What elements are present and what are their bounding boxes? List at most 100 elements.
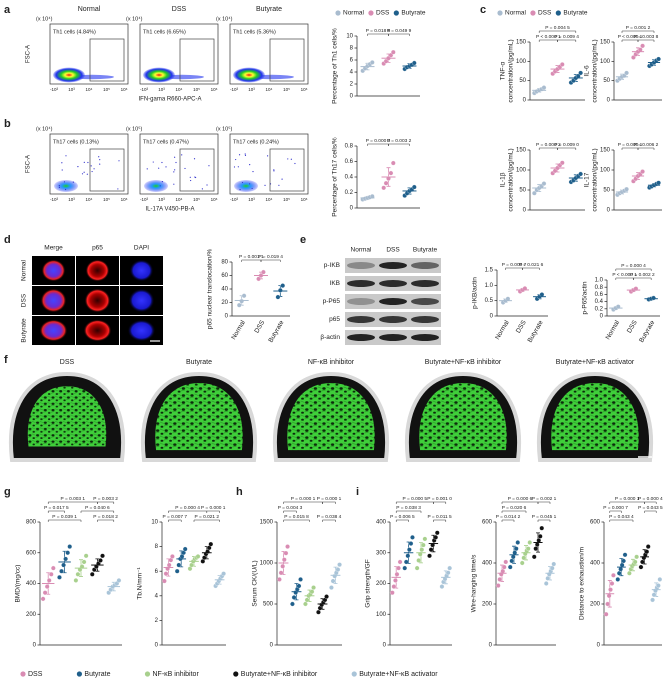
- trabecular-bone: [551, 383, 639, 451]
- significance-bracket: [615, 268, 652, 271]
- y-tick-label: 0.6: [345, 159, 354, 165]
- flow-x-tick-label: 10⁴: [86, 197, 93, 202]
- legend-marker: [144, 671, 151, 677]
- data-point: [533, 546, 539, 552]
- y-tick-label: 0: [489, 643, 493, 649]
- trabecular-bone: [287, 383, 375, 451]
- data-point: [632, 559, 638, 565]
- data-point: [497, 577, 503, 582]
- p-value: P = 0.045 1: [532, 514, 557, 520]
- flow-x-tick-label: 10⁶: [211, 197, 218, 202]
- flow-x-tick-label: 10⁵: [193, 197, 200, 202]
- y-tick-label: 400: [482, 561, 493, 567]
- y-tick-label: 8: [350, 46, 354, 52]
- p-value: P = 0.017 5: [44, 505, 69, 511]
- panel-label: a: [4, 4, 11, 16]
- y-axis-label: TNF-α: [500, 61, 507, 80]
- data-point: [519, 560, 525, 566]
- y-tick-label: 0: [600, 314, 604, 320]
- data-point: [280, 563, 286, 569]
- y-tick-label: 400: [26, 581, 37, 587]
- data-point: [651, 295, 656, 301]
- data-point: [627, 570, 632, 576]
- flow-event: [249, 164, 251, 166]
- band: [411, 262, 439, 269]
- y-tick-label: 150: [516, 40, 527, 46]
- axis-scale: (x 10⁴): [126, 15, 143, 22]
- y-tick-label: 0: [523, 208, 527, 214]
- y-tick-label: 0: [270, 643, 274, 649]
- flow-x-tick-label: 10⁵: [103, 87, 110, 92]
- y-tick-label: 200: [376, 581, 387, 587]
- data-point: [539, 525, 545, 531]
- data-point: [275, 294, 281, 300]
- data-point: [539, 292, 545, 297]
- flow-event: [64, 188, 67, 191]
- y-axis-label: Tb.N/mm⁻¹: [137, 567, 144, 600]
- data-point: [622, 552, 628, 558]
- p-value: P = 0.000 1: [201, 505, 226, 511]
- flow-event: [244, 153, 246, 155]
- flow-event: [252, 170, 254, 173]
- significance-bracket: [193, 519, 220, 522]
- data-point: [176, 562, 182, 568]
- data-point: [324, 594, 329, 599]
- flow-events: [233, 67, 265, 83]
- flow-event: [238, 154, 241, 156]
- y-tick-label: 0: [490, 314, 494, 320]
- y-axis-label: concentration/(pg/mL): [508, 39, 515, 102]
- significance-bracket: [283, 501, 323, 504]
- y-tick-label: 0.5: [485, 298, 494, 304]
- data-point: [531, 554, 537, 560]
- data-point: [381, 185, 387, 191]
- y-axis-label: IL-6: [584, 65, 591, 77]
- data-point: [634, 554, 639, 560]
- flow-event: [206, 184, 208, 186]
- p-value: P = 0.020 6: [502, 505, 527, 511]
- flow-gate: [269, 38, 305, 82]
- x-tick-label: Butyrate: [267, 319, 285, 344]
- data-point: [405, 553, 411, 559]
- y-tick-label: 100: [376, 612, 387, 618]
- data-point: [277, 577, 282, 582]
- flow-x-tick-label: -10³: [230, 197, 239, 202]
- y-axis-label: Grip strength/GF: [365, 559, 372, 607]
- y-tick-label: 300: [376, 550, 387, 556]
- data-point: [59, 568, 64, 574]
- x-tick-label: DSS: [626, 319, 639, 335]
- gate-label: Th1 cells (4.84%): [53, 29, 96, 35]
- row-label: p-IKB: [324, 262, 340, 269]
- data-point: [303, 601, 308, 607]
- flow-event: [244, 154, 247, 156]
- p-value: P = 0.000 1: [317, 496, 342, 502]
- significance-bracket: [538, 39, 558, 42]
- y-axis-label: p-IKB/actin: [472, 277, 479, 309]
- p-value: P = 0.004 5: [545, 25, 570, 31]
- y-tick-label: 0: [225, 314, 229, 320]
- data-point: [624, 186, 629, 192]
- significance-bracket: [501, 501, 539, 504]
- data-point: [549, 565, 555, 571]
- flow-event: [273, 169, 275, 171]
- p-value: P = 0.000 3: [366, 138, 391, 144]
- data-point: [291, 595, 297, 600]
- p-value: P < 0.000 1: [612, 272, 637, 278]
- data-point: [391, 584, 397, 589]
- significance-bracket: [637, 147, 655, 150]
- data-point: [638, 564, 644, 570]
- data-point: [420, 542, 426, 548]
- data-point: [616, 570, 622, 576]
- flow-x-tick-label: 10⁶: [121, 87, 128, 92]
- flow-event: [189, 176, 191, 178]
- y-tick-label: 0: [33, 643, 37, 649]
- data-point: [619, 562, 625, 568]
- flow-event: [181, 154, 183, 156]
- legend-marker: [530, 10, 536, 16]
- flow-event: [72, 181, 74, 183]
- y-tick-label: 0: [597, 643, 601, 649]
- row-label: Butyrate: [21, 318, 28, 343]
- flow-event: [98, 156, 100, 158]
- p-value: P = 0.003 2: [93, 496, 118, 502]
- flow-event: [278, 184, 280, 186]
- flow-event: [239, 189, 241, 191]
